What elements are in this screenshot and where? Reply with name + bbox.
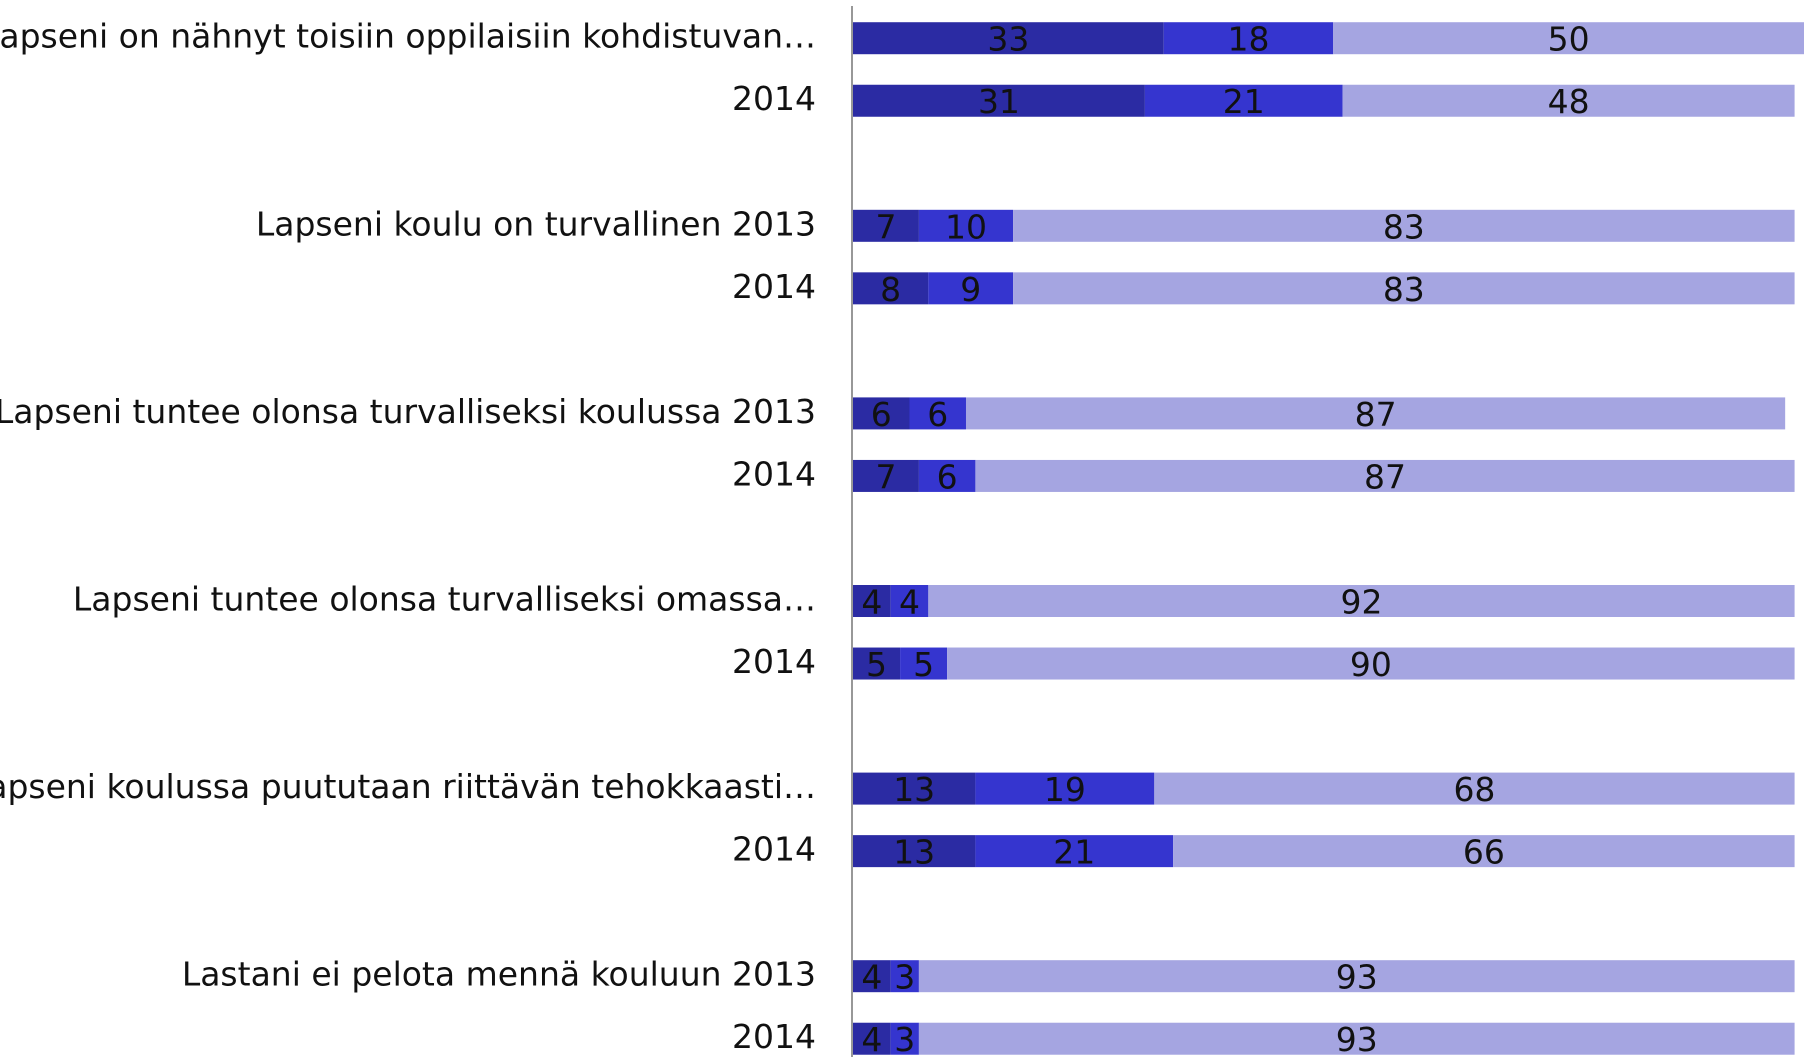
bar-segment [853,272,929,305]
value-label: 3 [894,1020,915,1057]
bar-segment [853,835,976,868]
category-label: 2014 [732,454,816,493]
value-label: 21 [1053,833,1095,872]
value-label: 87 [1355,395,1397,434]
value-label: 21 [1223,82,1265,121]
value-label: 93 [1336,1020,1378,1057]
bar-segment [1342,84,1795,117]
bar-segment [1144,84,1343,117]
value-label: 6 [937,457,958,496]
value-label: 5 [866,645,887,684]
category-label: Lapseni tuntee olonsa turvalliseksi koul… [0,392,816,431]
bar-segment [853,647,901,680]
category-label: Lapseni koulussa puututaan riittävän teh… [0,767,816,806]
value-label: 83 [1383,270,1425,309]
category-label: 2014 [732,1017,816,1056]
bar-segment [900,647,948,680]
bar-segment [918,209,1014,242]
bar-segment [1163,22,1334,55]
bar-segment [890,585,929,618]
value-label: 13 [893,833,935,872]
value-label: 3 [894,958,915,997]
bar-segment [1333,22,1804,55]
bar-segment [890,960,919,993]
value-label: 8 [880,270,901,309]
value-label: 4 [861,583,882,622]
category-label: 2014 [732,642,816,681]
bar-segment [975,772,1155,805]
value-label: 5 [913,645,934,684]
bar-segment [1013,272,1795,305]
value-label: 6 [927,395,948,434]
value-label: 83 [1383,207,1425,246]
bar-segment [853,960,891,993]
category-label: Lapseni koulu on turvallinen 2013 [256,204,816,243]
value-label: 19 [1044,770,1086,809]
value-label: 66 [1463,833,1505,872]
value-label: 87 [1364,457,1406,496]
bar-segment [1013,209,1795,242]
bar-segment [918,1022,1795,1055]
bar-segment [1173,835,1795,868]
bar-segment [853,585,891,618]
bar-segment [1154,772,1795,805]
bar-segment [975,459,1795,492]
bar-segment [890,1022,919,1055]
category-label: Lastani ei pelota mennä kouluun 2013 [182,955,816,994]
bar-segment [853,84,1145,117]
value-label: 31 [978,82,1020,121]
bar-segment [918,960,1795,993]
bar-segment [853,209,919,242]
value-label: 4 [861,1020,882,1057]
value-label: 90 [1350,645,1392,684]
value-label: 48 [1548,82,1590,121]
value-label: 7 [875,457,896,496]
value-label: 13 [893,770,935,809]
category-label: Lapseni on nähnyt toisiin oppilaisiin ko… [0,17,816,56]
category-label: 2014 [732,79,816,118]
category-label: 2014 [732,267,816,306]
value-label: 18 [1227,20,1269,59]
bar-segment [947,647,1795,680]
value-label: 10 [945,207,987,246]
value-label: 68 [1453,770,1495,809]
value-label: 93 [1336,958,1378,997]
bar-segment [853,1022,891,1055]
value-label: 9 [960,270,981,309]
bar-segment [853,459,919,492]
value-label: 4 [861,958,882,997]
bar-segment [909,397,966,430]
bar-segment [965,397,1786,430]
value-label: 6 [871,395,892,434]
bar-segment [928,585,1795,618]
category-label: 2014 [732,830,816,869]
bar-segment [928,272,1014,305]
bar-segment [918,459,976,492]
bar-segment [853,22,1164,55]
value-label: 50 [1548,20,1590,59]
bar-segment [853,772,976,805]
value-label: 33 [987,20,1029,59]
bar-segment [853,397,910,430]
value-label: 92 [1340,583,1382,622]
category-label: Lapseni tuntee olonsa turvalliseksi omas… [73,580,816,619]
bar-segment [975,835,1174,868]
value-label: 7 [875,207,896,246]
value-label: 4 [899,583,920,622]
